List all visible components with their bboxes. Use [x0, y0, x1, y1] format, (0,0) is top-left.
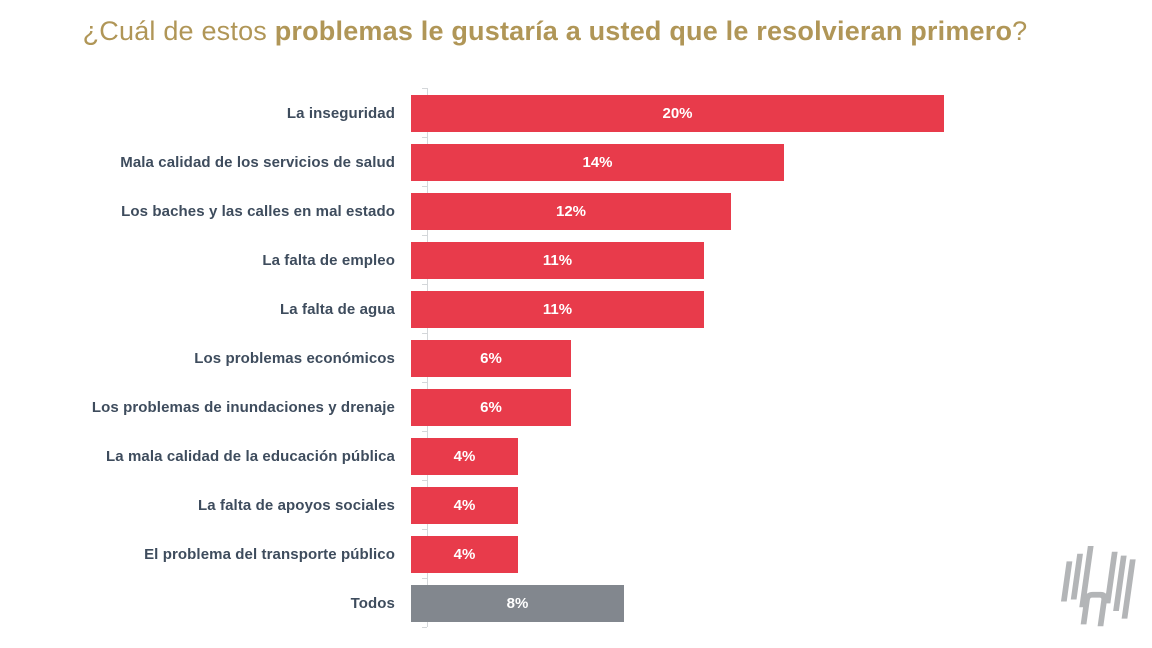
- chart-title-prefix: ¿Cuál de estos: [82, 16, 275, 46]
- bar-row: Los baches y las calles en mal estado 12…: [0, 193, 1152, 230]
- bar-row: Los problemas económicos 6%: [0, 340, 1152, 377]
- bar-value-label: 6%: [480, 399, 502, 416]
- bar-row: La falta de apoyos sociales 4%: [0, 487, 1152, 524]
- axis-tick: [422, 578, 427, 579]
- axis-tick: [422, 431, 427, 432]
- bar: 12%: [411, 193, 731, 230]
- bar-row: Mala calidad de los servicios de salud 1…: [0, 144, 1152, 181]
- logo-bar: [1060, 561, 1073, 602]
- category-label: Todos: [350, 595, 395, 612]
- logo-bar: [1104, 551, 1118, 604]
- bar-value-label: 20%: [662, 105, 693, 122]
- logo-bar: [1121, 559, 1136, 619]
- logo-bar: [1113, 555, 1127, 612]
- category-label: Mala calidad de los servicios de salud: [120, 154, 395, 171]
- bar-chart: La inseguridad 20% Mala calidad de los s…: [0, 95, 1152, 622]
- logo-arch: [1080, 591, 1108, 627]
- category-label: La falta de empleo: [262, 252, 395, 269]
- axis-tick: [422, 88, 427, 89]
- axis-tick: [422, 137, 427, 138]
- category-label: La inseguridad: [286, 105, 395, 122]
- bar-value-label: 4%: [453, 546, 476, 563]
- chart-title: ¿Cuál de estos problemas le gustaría a u…: [0, 16, 1110, 47]
- bar-value-label: 14%: [582, 154, 613, 171]
- bar: 4%: [411, 536, 518, 573]
- bar-row: Los problemas de inundaciones y drenaje …: [0, 389, 1152, 426]
- category-label: Los problemas económicos: [194, 350, 395, 367]
- axis-tick: [422, 186, 427, 187]
- logo-bar: [1079, 546, 1094, 608]
- chart-title-suffix: ?: [1012, 16, 1028, 46]
- bar: 11%: [411, 242, 704, 279]
- bar-row: Todos 8%: [0, 585, 1152, 622]
- bar-value-label: 12%: [555, 203, 587, 220]
- bar: 20%: [411, 95, 944, 132]
- bar-value-label: 11%: [542, 252, 573, 269]
- bar: 14%: [411, 144, 784, 181]
- chart-title-emphasis: problemas le gustaría a usted que le res…: [274, 16, 1013, 46]
- bar-row: La falta de empleo 11%: [0, 242, 1152, 279]
- bar: 4%: [411, 487, 518, 524]
- bar-value-label: 8%: [506, 595, 529, 612]
- bar-row: El problema del transporte público 4%: [0, 536, 1152, 573]
- category-label: Los baches y las calles en mal estado: [121, 203, 395, 220]
- logo-bar: [1070, 553, 1083, 600]
- category-label: Los problemas de inundaciones y drenaje: [91, 399, 395, 416]
- category-label: La mala calidad de la educación pública: [106, 448, 395, 465]
- axis-tick: [422, 627, 427, 628]
- bar: 4%: [411, 438, 518, 475]
- category-label: El problema del transporte público: [144, 546, 395, 563]
- bar: 11%: [411, 291, 704, 328]
- category-label: La falta de apoyos sociales: [198, 497, 395, 514]
- axis-tick: [422, 284, 427, 285]
- axis-tick: [422, 529, 427, 530]
- category-label: La falta de agua: [280, 301, 395, 318]
- bar: 8%: [411, 585, 624, 622]
- bar-value-label: 4%: [453, 497, 476, 514]
- axis-tick: [422, 480, 427, 481]
- axis-tick: [422, 382, 427, 383]
- bar-row: La falta de agua 11%: [0, 291, 1152, 328]
- bar: 6%: [411, 389, 571, 426]
- bar-row: La inseguridad 20%: [0, 95, 1152, 132]
- bar-value-label: 6%: [480, 350, 502, 367]
- brand-logo-watermark: [1060, 546, 1136, 627]
- axis-tick: [422, 235, 427, 236]
- bar-row: La mala calidad de la educación pública …: [0, 438, 1152, 475]
- bar: 6%: [411, 340, 571, 377]
- bar-value-label: 11%: [542, 301, 573, 318]
- bar-value-label: 4%: [453, 448, 476, 465]
- axis-tick: [422, 333, 427, 334]
